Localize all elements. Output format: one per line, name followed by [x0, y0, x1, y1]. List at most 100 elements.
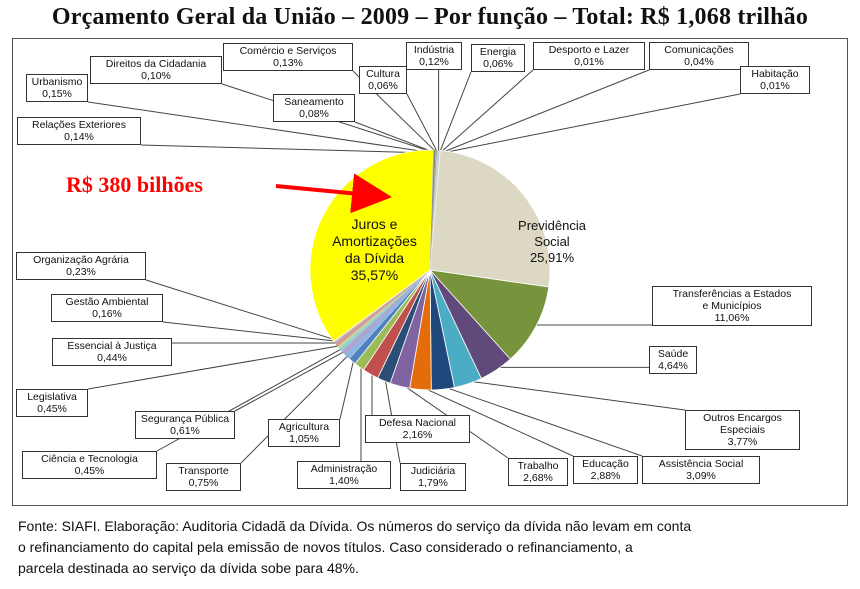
source-note-line: parcela destinada ao serviço da dívida s… [18, 560, 359, 576]
slice-label-text: Legislativa [27, 391, 77, 403]
slice-value-label: 3,09% [686, 470, 716, 482]
slice-label-text: Judiciária [410, 465, 456, 477]
slice-value-label: 0,75% [188, 477, 219, 489]
slice-label-saude: Saúde 4,64% [649, 346, 697, 374]
slice-value-label: 2,16% [402, 429, 433, 441]
slice-label-text: Direitos da Cidadania [105, 58, 207, 70]
chart-title: Orçamento Geral da União – 2009 – Por fu… [51, 4, 809, 30]
annotation-label: R$ 380 bilhões [66, 172, 203, 197]
slice-label-text: Juros e [351, 216, 398, 232]
slice-label-judiciaria: Judiciária 1,79% [400, 463, 466, 491]
slice-label-text: Urbanismo [31, 76, 83, 88]
slice-value-label: 3,77% [727, 436, 758, 448]
slice-label-transferencias-a-estados-e-municipios: Transferências a Estados e Municípios 11,0… [652, 286, 812, 326]
leader-line-transporte [240, 354, 350, 464]
leader-line-gestao-ambiental [162, 321, 338, 342]
annotation-arrow [275, 173, 392, 214]
slice-value-label: 1,40% [329, 475, 359, 487]
source-note: Fonte: SIAFI. Elaboração: Auditoria Cida… [18, 516, 848, 579]
slice-label-direitos-da-cidadania: Direitos da Cidadania 0,10% [90, 56, 222, 84]
slice-label-outros-encargos-especiais: Outros Encargos Especiais 3,77% [685, 410, 800, 450]
slice-label-text: Gestão Ambiental [65, 296, 149, 308]
slice-value-label: 0,12% [419, 56, 449, 68]
slice-label-text: Relações Exteriores [32, 119, 126, 131]
slice-label-text: Organização Agrária [33, 254, 129, 266]
leader-line-energia [438, 71, 472, 154]
slice-label-text: Saneamento [284, 96, 344, 108]
slice-label-text: Amortizações [332, 233, 417, 249]
slice-label-habitacao: Habitação 0,01% [740, 66, 810, 94]
slice-label-text: Comunicações [664, 44, 734, 56]
slice-label-text: Segurança Pública [140, 413, 230, 425]
slice-label-text: Administração [310, 463, 378, 475]
slice-value-label: 0,13% [273, 57, 303, 69]
slice-label-text: Energia [479, 46, 517, 58]
source-note-line: Fonte: SIAFI. Elaboração: Auditoria Cida… [18, 518, 692, 534]
slice-value-label: 0,14% [64, 131, 94, 143]
leader-line-comunicacoes [439, 69, 650, 154]
leader-line-saneamento [354, 121, 437, 154]
slice-value-label: 1,05% [289, 433, 319, 445]
leader-line-relacoes-exteriores [140, 144, 434, 154]
slice-value-label: 0,16% [92, 308, 122, 320]
slice-label-defesa-nacional: Defesa Nacional 2,16% [365, 415, 470, 443]
slice-label-text: Cultura [366, 68, 400, 80]
leader-line-organizacao-agraria [145, 279, 337, 341]
slice-value-label: 0,15% [42, 88, 72, 100]
slice-label-text: Saúde [657, 348, 689, 360]
slice-value-label: 0,06% [483, 58, 513, 70]
slice-value-label: 1,79% [418, 477, 448, 489]
slice-label-urbanismo: Urbanismo 0,15% [26, 74, 88, 102]
leader-line-educacao [420, 386, 574, 457]
leader-line-legislativa [87, 345, 341, 390]
slice-label-saneamento: Saneamento 0,08% [273, 94, 355, 122]
slice-label-text: Essencial à Justiça [67, 340, 157, 352]
slice-label-educacao: Educação 2,88% [573, 456, 638, 484]
slice-label-text: Defesa Nacional [378, 417, 457, 429]
leader-line-desporto-e-lazer [439, 69, 534, 154]
slice-label-administracao: Administração 1,40% [297, 461, 391, 489]
slice-value-label: 0,45% [74, 465, 105, 477]
slice-label-text: Ciência e Tecnologia [41, 453, 138, 465]
slice-label-comunicacoes: Comunicações 0,04% [649, 42, 749, 70]
slice-label-text: Especiais [720, 424, 765, 436]
slice-label-agricultura: Agricultura 1,05% [268, 419, 340, 447]
slice-label-text: Transporte [178, 465, 229, 477]
slice-label-industria: Indústria 0,12% [406, 42, 462, 70]
leader-line-agricultura [339, 358, 355, 420]
slice-value-label: 2,88% [590, 470, 621, 482]
slice-label-text: Comércio e Serviços [239, 45, 337, 57]
slice-label-text: Transferências a Estados [672, 288, 792, 300]
slice-label-comercio-e-servicos: Comércio e Serviços 0,13% [223, 43, 353, 71]
slice-label-text: Habitação [751, 68, 799, 80]
slice-value-label: 0,01% [574, 56, 604, 68]
slice-value-label: 0,10% [141, 70, 171, 82]
slice-label-gestao-ambiental: Gestão Ambiental 0,16% [51, 294, 163, 322]
slice-label-text: da Dívida [344, 250, 405, 266]
slice-label-previdencia-social: Previdência Social 25,91% [492, 218, 612, 266]
slice-label-ciencia-e-tecnologia: Ciência e Tecnologia 0,45% [22, 451, 157, 479]
slice-label-text: Trabalho [517, 460, 559, 472]
pie-slice-previdencia-social [429, 149, 551, 288]
slice-label-text: Indústria [413, 44, 455, 56]
pie-slice-transferencias-a-estados-e-municipios [428, 269, 550, 360]
leader-line-cultura [406, 93, 439, 154]
slice-value-label: 25,91% [529, 250, 575, 265]
slice-value-label: 11,06% [714, 312, 750, 324]
slice-label-cultura: Cultura 0,06% [359, 66, 407, 94]
slice-value-label: 0,06% [368, 80, 398, 92]
slice-value-label: 2,68% [523, 472, 553, 484]
slice-label-seguranca-publica: Segurança Pública 0,61% [135, 411, 235, 439]
slice-value-label: 0,04% [684, 56, 714, 68]
slice-value-label: 0,01% [760, 80, 790, 92]
pie-slice-habitacao [429, 150, 441, 271]
slice-label-text: Desporto e Lazer [548, 44, 630, 56]
leader-line-urbanismo [87, 101, 435, 154]
slice-label-relacoes-exteriores: Relações Exteriores 0,14% [17, 117, 141, 145]
slice-label-text: Previdência [518, 218, 586, 233]
slice-label-trabalho: Trabalho 2,68% [508, 458, 568, 486]
slice-label-assistencia-social: Assistência Social 3,09% [642, 456, 760, 484]
leader-line-assistencia-social [442, 385, 643, 457]
slice-label-transporte: Transporte 0,75% [166, 463, 241, 491]
